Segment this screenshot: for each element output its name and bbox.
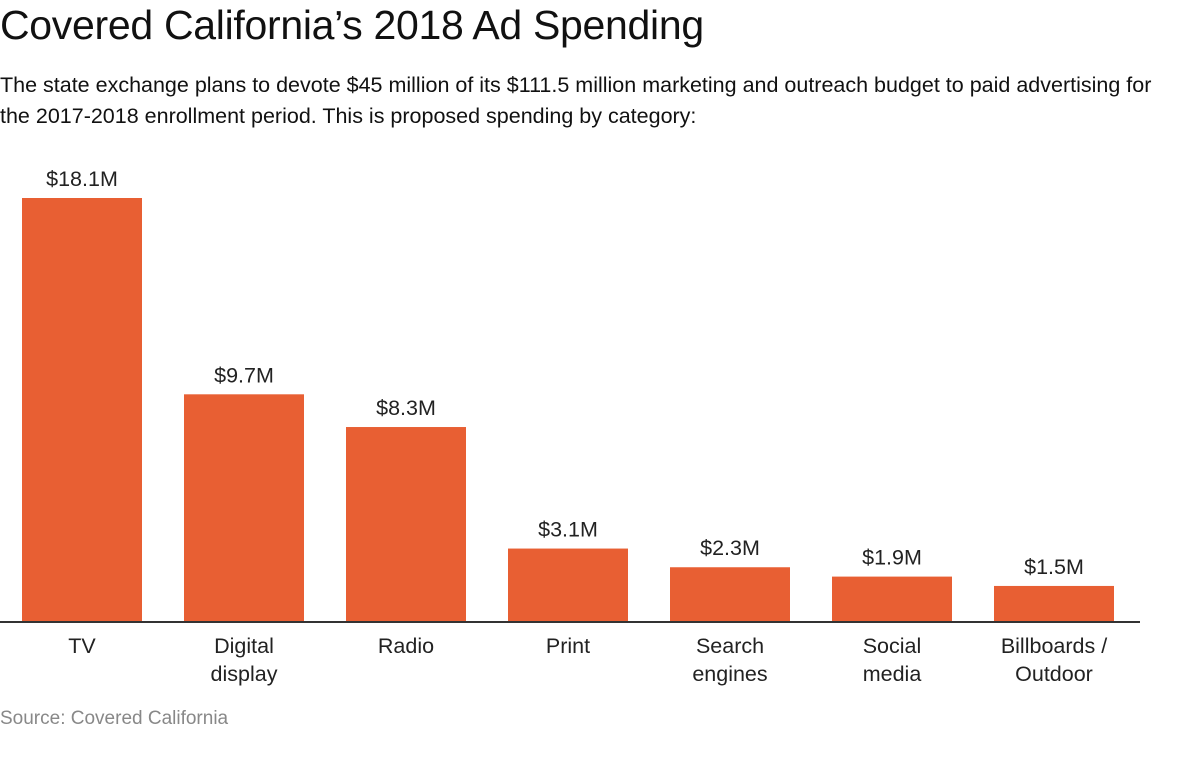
- category-label-line: TV: [68, 634, 96, 658]
- value-label: $18.1M: [46, 167, 118, 191]
- category-label: Social media: [863, 634, 922, 686]
- value-label: $8.3M: [376, 396, 436, 420]
- category-label: Radio: [378, 634, 434, 658]
- chart-subtitle: The state exchange plans to devote $45 m…: [0, 73, 1152, 128]
- bar: [184, 394, 304, 621]
- value-label: $1.9M: [862, 546, 922, 570]
- category-label-line: Social: [863, 634, 922, 658]
- category-label-line: Search: [696, 634, 764, 658]
- bar: [832, 576, 952, 621]
- value-labels-group: $18.1M $9.7M $8.3M $3.1M $2.3M $1.9M $1.5M: [46, 167, 1084, 579]
- category-label-line: Print: [546, 634, 590, 658]
- value-label: $9.7M: [214, 363, 274, 387]
- chart-title: Covered California’s 2018 Ad Spending: [0, 2, 704, 48]
- bar: [670, 567, 790, 621]
- category-label: Search engines: [692, 634, 767, 686]
- bars-group: [22, 198, 1114, 621]
- category-label: Print: [546, 634, 590, 658]
- category-label-line: Digital: [214, 634, 274, 658]
- category-label: Billboards / Outdoor: [1001, 634, 1107, 686]
- category-label-line: engines: [692, 662, 767, 686]
- value-label: $3.1M: [538, 518, 598, 542]
- category-label: TV: [68, 634, 96, 658]
- bar: [22, 198, 142, 621]
- category-label: Digital display: [211, 634, 278, 686]
- category-label-line: display: [211, 662, 278, 686]
- category-label-line: Billboards /: [1001, 634, 1107, 658]
- value-label: $2.3M: [700, 536, 760, 560]
- value-label: $1.5M: [1024, 555, 1084, 579]
- category-label-line: media: [863, 662, 922, 686]
- category-label-line: Radio: [378, 634, 434, 658]
- category-label-line: Outdoor: [1015, 662, 1093, 686]
- bar: [508, 548, 628, 621]
- bar: [994, 585, 1114, 621]
- bar: [346, 427, 466, 621]
- source-note: Source: Covered California: [0, 708, 229, 729]
